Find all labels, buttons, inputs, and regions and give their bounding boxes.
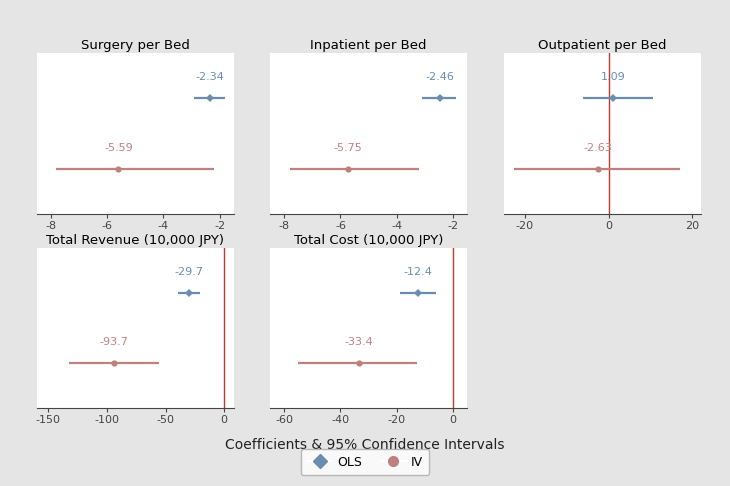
Text: Coefficients & 95% Confidence Intervals: Coefficients & 95% Confidence Intervals [226,438,504,451]
Text: -2.46: -2.46 [426,72,455,82]
Legend: OLS, IV: OLS, IV [301,450,429,475]
Text: -93.7: -93.7 [100,337,128,347]
Text: -33.4: -33.4 [345,337,374,347]
Text: -12.4: -12.4 [404,267,433,277]
Title: Total Revenue (10,000 JPY): Total Revenue (10,000 JPY) [46,234,224,247]
Text: -5.75: -5.75 [333,143,362,153]
Text: -29.7: -29.7 [175,267,204,277]
Title: Inpatient per Bed: Inpatient per Bed [310,39,427,52]
Text: -2.34: -2.34 [196,72,224,82]
Text: -5.59: -5.59 [104,143,133,153]
Title: Total Cost (10,000 JPY): Total Cost (10,000 JPY) [294,234,443,247]
Text: -2.63: -2.63 [583,143,612,153]
Title: Surgery per Bed: Surgery per Bed [80,39,190,52]
Text: 1.09: 1.09 [601,72,626,82]
Title: Outpatient per Bed: Outpatient per Bed [538,39,666,52]
